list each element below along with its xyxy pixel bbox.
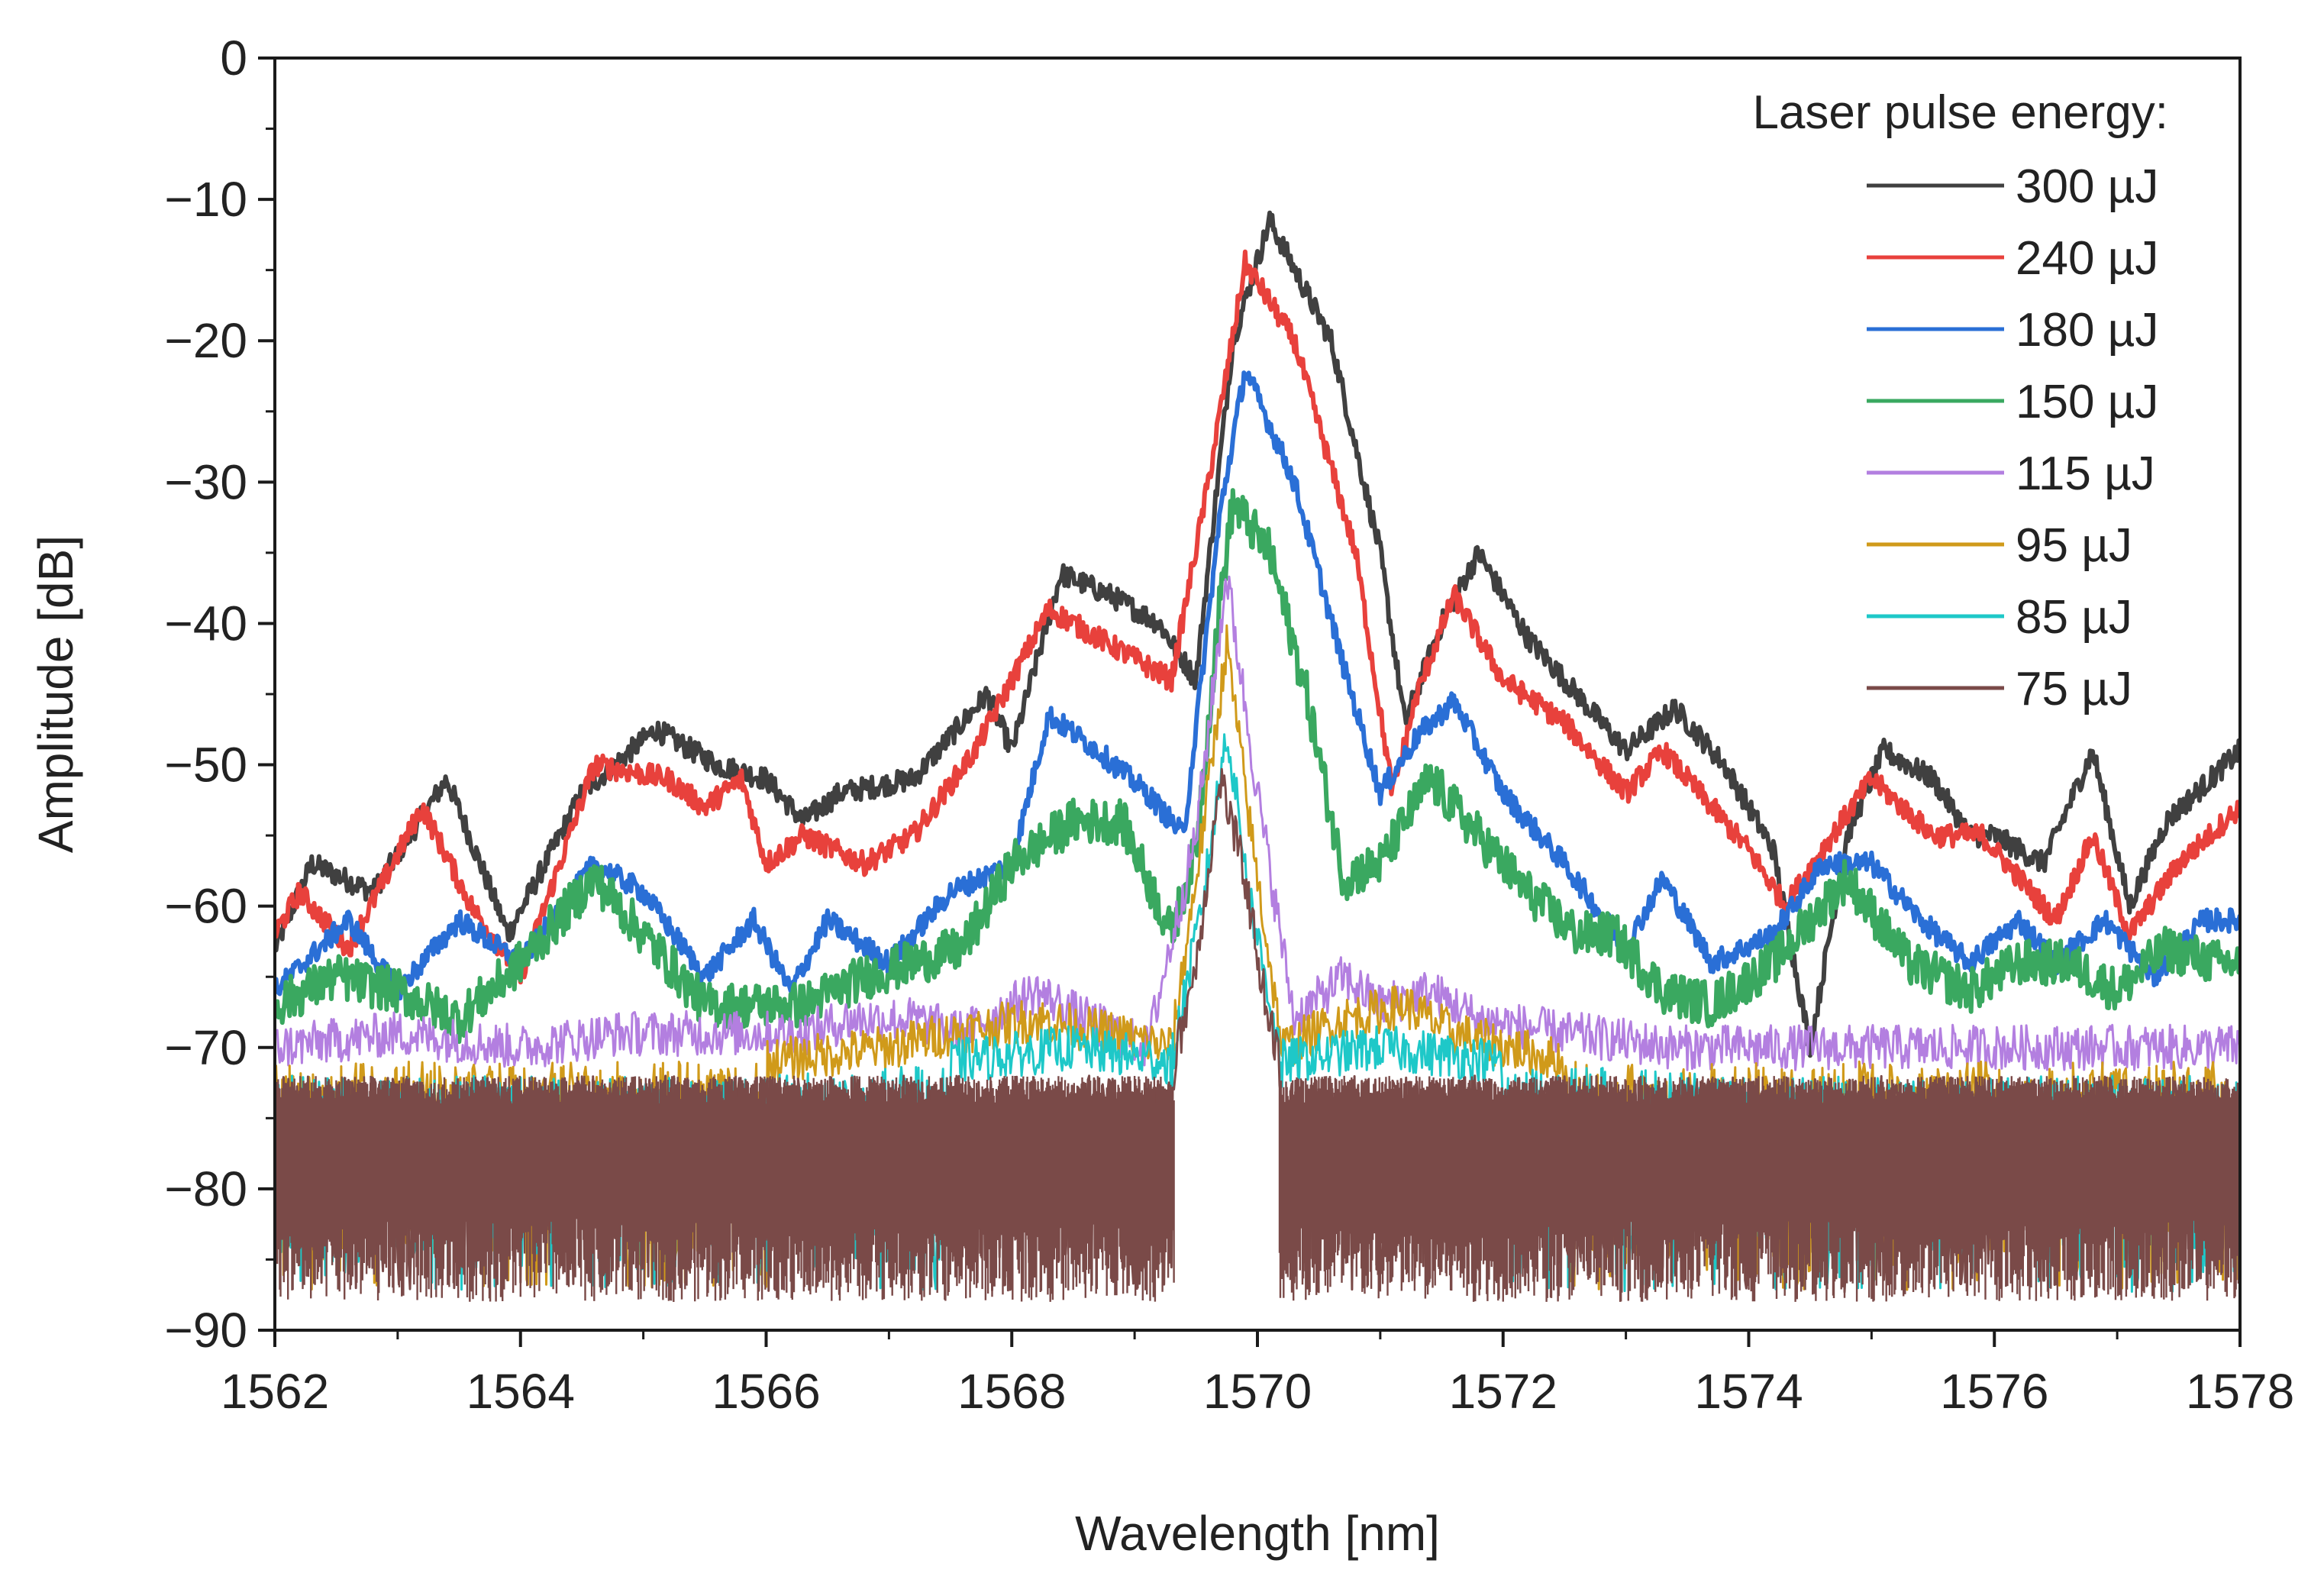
x-tick-label: 1564 xyxy=(466,1364,575,1419)
legend: Laser pulse energy: 300 µJ 240 µJ 180 µJ 15… xyxy=(1752,86,2168,715)
x-tick-label: 1574 xyxy=(1694,1364,1803,1419)
series-line xyxy=(275,488,2240,1045)
legend-label: 85 µJ xyxy=(2016,591,2132,644)
x-tick-label: 1568 xyxy=(957,1364,1066,1419)
y-tick-label: −50 xyxy=(164,738,247,793)
x-axis-title: Wavelength [nm] xyxy=(1075,1506,1440,1561)
y-tick-label: −30 xyxy=(164,454,247,509)
series-1 xyxy=(275,249,2240,985)
series-line xyxy=(275,249,2240,985)
series-4 xyxy=(275,575,2240,1071)
legend-title: Laser pulse energy: xyxy=(1752,86,2168,139)
series-layer xyxy=(275,210,2240,1302)
legend-label: 150 µJ xyxy=(2016,376,2158,428)
legend-label: 240 µJ xyxy=(2016,232,2158,285)
y-tick-label: −90 xyxy=(164,1303,247,1358)
x-tick-label: 1566 xyxy=(712,1364,820,1419)
y-tick-label: 0 xyxy=(220,31,247,86)
series-0 xyxy=(275,210,2240,1058)
y-axis-title: Amplitude [dB] xyxy=(28,535,83,853)
x-tick-label: 1578 xyxy=(2186,1364,2294,1419)
legend-label: 75 µJ xyxy=(2016,663,2132,715)
y-tick-label: −80 xyxy=(164,1161,247,1216)
y-tick-label: −60 xyxy=(164,879,247,934)
series-line xyxy=(275,575,2240,1071)
x-tick-label: 1570 xyxy=(1203,1364,1312,1419)
y-tick-label: −40 xyxy=(164,596,247,651)
legend-label: 115 µJ xyxy=(2016,447,2155,500)
y-axis: 0 −10 −20 −30 −40 −50 −60 −70 −80 −90 xyxy=(164,31,275,1358)
legend-label: 95 µJ xyxy=(2016,519,2132,572)
y-tick-label: −70 xyxy=(164,1020,247,1075)
legend-label: 300 µJ xyxy=(2016,160,2158,213)
legend-label: 180 µJ xyxy=(2016,304,2158,357)
series-3 xyxy=(275,488,2240,1045)
x-tick-label: 1576 xyxy=(1940,1364,2048,1419)
noise-band xyxy=(275,1075,2240,1302)
noise-floor-path xyxy=(275,1075,2240,1302)
x-axis: 1562 1564 1566 1568 1570 1572 1574 1576 1578 xyxy=(221,1330,2294,1419)
x-tick-label: 1572 xyxy=(1449,1364,1557,1419)
y-tick-label: −10 xyxy=(164,172,247,227)
x-tick-label: 1562 xyxy=(221,1364,329,1419)
y-tick-label: −20 xyxy=(164,313,247,368)
series-line xyxy=(275,210,2240,1058)
